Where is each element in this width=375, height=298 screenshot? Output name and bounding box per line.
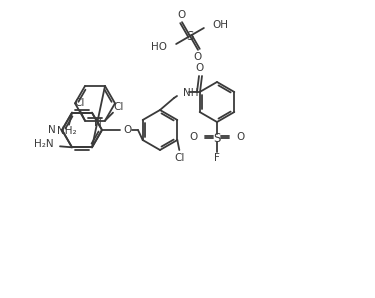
Text: O: O <box>124 125 132 135</box>
Text: NH: NH <box>183 88 198 98</box>
Text: HO: HO <box>151 42 167 52</box>
Text: F: F <box>214 153 220 163</box>
Text: O: O <box>196 63 204 73</box>
Text: O: O <box>236 132 244 142</box>
Text: S: S <box>213 131 220 145</box>
Text: OH: OH <box>213 20 229 30</box>
Text: O: O <box>178 10 186 20</box>
Text: Cl: Cl <box>75 98 85 108</box>
Text: Cl: Cl <box>114 102 124 112</box>
Text: O: O <box>190 132 198 142</box>
Text: H₂N: H₂N <box>34 139 54 149</box>
Text: NH₂: NH₂ <box>57 126 77 136</box>
Text: Cl: Cl <box>174 153 184 163</box>
Text: S: S <box>186 30 194 43</box>
Text: N: N <box>94 118 102 128</box>
Text: N: N <box>48 125 56 135</box>
Text: O: O <box>194 52 202 62</box>
